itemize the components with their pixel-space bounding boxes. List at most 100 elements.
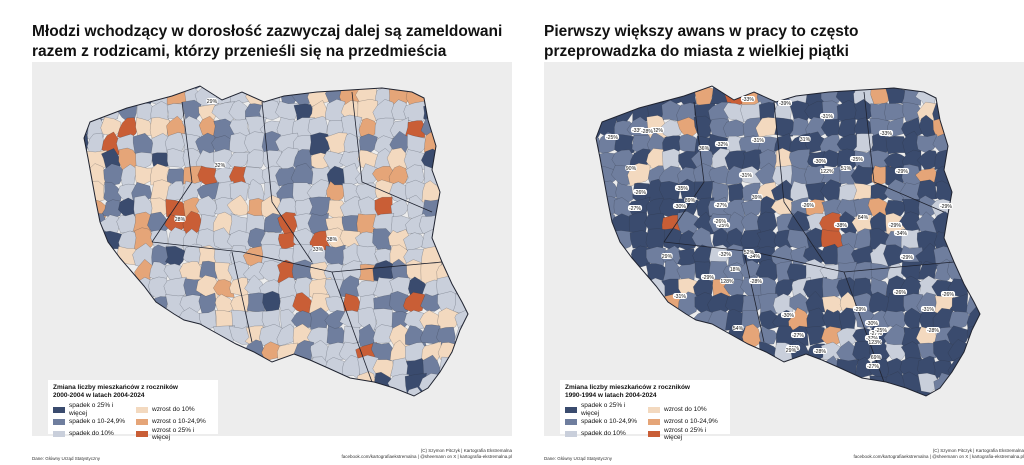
- map-value-label: -34%: [893, 230, 909, 237]
- county-region: [758, 293, 780, 317]
- county-region: [167, 148, 188, 168]
- legend-item: wzrost o 10-24,9%: [136, 418, 213, 426]
- voivodeship-boundary: [743, 251, 765, 343]
- county-region: [723, 119, 746, 138]
- left-legend-title: Zmiana liczby mieszkańców z roczników 20…: [53, 384, 178, 399]
- svg-text:-31%: -31%: [674, 294, 686, 300]
- svg-text:-33%: -33%: [742, 97, 754, 103]
- county-region: [454, 323, 468, 344]
- legend-swatch: [565, 406, 577, 413]
- svg-text:32%: 32%: [215, 163, 226, 169]
- county-region: [259, 99, 281, 120]
- svg-text:-27%: -27%: [870, 331, 882, 337]
- map-value-label: -31%: [819, 113, 835, 120]
- map-value-label: -26%: [712, 218, 728, 225]
- svg-text:-28%: -28%: [814, 349, 826, 355]
- map-value-label: -33%: [878, 130, 894, 137]
- left-county-regions: [84, 86, 468, 396]
- map-value-label: 123%: [867, 339, 883, 346]
- svg-text:-29%: -29%: [889, 223, 901, 229]
- county-region: [339, 275, 360, 298]
- county-region: [949, 311, 971, 329]
- svg-text:38%: 38%: [327, 237, 338, 243]
- legend-swatch: [136, 431, 148, 437]
- svg-text:-31%: -31%: [740, 173, 752, 179]
- voivodeship-boundary: [351, 91, 433, 213]
- map-value-label: 39%: [751, 194, 763, 201]
- svg-text:31%: 31%: [800, 137, 811, 143]
- map-value-label: -25%: [873, 327, 889, 334]
- county-region: [357, 354, 380, 378]
- county-region: [821, 198, 843, 219]
- county-region: [693, 115, 713, 140]
- country-border: [595, 85, 981, 397]
- svg-text:-30%: -30%: [674, 204, 686, 210]
- svg-text:-29%: -29%: [702, 275, 714, 281]
- map-value-label: -39%: [777, 100, 793, 107]
- svg-text:128%: 128%: [720, 279, 734, 285]
- legend-swatch: [136, 406, 148, 413]
- county-region: [421, 341, 442, 363]
- svg-text:-26%: -26%: [634, 190, 646, 196]
- country-border: [83, 85, 469, 397]
- svg-text:33%: 33%: [313, 247, 324, 253]
- county-region: [836, 327, 858, 348]
- county-region: [389, 291, 409, 316]
- left-source: Dane: Główny Urząd Statystyczny: [32, 456, 101, 461]
- county-region: [290, 162, 317, 186]
- legend-item: spadek o 10-24,9%: [53, 418, 130, 426]
- county-region: [243, 261, 267, 280]
- map-value-label: -28%: [748, 278, 764, 285]
- svg-text:-29%: -29%: [896, 169, 908, 175]
- svg-text:-31%: -31%: [752, 138, 764, 144]
- svg-text:-26%: -26%: [894, 290, 906, 296]
- map-value-label: -38%: [833, 222, 849, 229]
- map-value-label: -32%: [717, 251, 733, 258]
- svg-text:-26%: -26%: [714, 219, 726, 225]
- map-value-label: 84%: [857, 214, 869, 221]
- left-title-line2: razem z rodzicami, którzy przenieśli się…: [32, 43, 447, 60]
- voivodeship-boundary: [331, 271, 373, 383]
- svg-text:-27%: -27%: [629, 206, 641, 212]
- svg-text:-35%: -35%: [676, 186, 688, 192]
- county-region: [197, 165, 218, 189]
- svg-text:-26%: -26%: [802, 203, 814, 209]
- legend-item: wzrost do 10%: [648, 402, 725, 417]
- svg-text:29%: 29%: [662, 254, 673, 260]
- county-region: [182, 180, 203, 202]
- county-region: [324, 244, 346, 267]
- right-title-line2: przeprowadzka do miasta z wielkiej piątk…: [544, 43, 849, 60]
- map-value-label: 122%: [819, 168, 835, 175]
- svg-text:84%: 84%: [858, 215, 869, 221]
- svg-text:123%: 123%: [868, 340, 882, 346]
- svg-text:-26%: -26%: [942, 292, 954, 298]
- map-value-label: 128%: [719, 278, 735, 285]
- county-region: [741, 295, 765, 316]
- county-region: [291, 310, 314, 330]
- svg-text:28%: 28%: [175, 217, 186, 223]
- svg-text:-37%: -37%: [866, 336, 878, 342]
- county-region: [372, 228, 393, 251]
- map-value-label: -28%: [812, 348, 828, 355]
- map-value-label: -27%: [790, 332, 806, 339]
- county-region: [437, 307, 462, 333]
- map-value-label: -26%: [800, 202, 816, 209]
- right-legend: Zmiana liczby mieszkańców z roczników 19…: [560, 380, 730, 441]
- map-value-label: -29%: [899, 254, 915, 261]
- map-value-label: -31%: [920, 306, 936, 313]
- county-region: [596, 117, 603, 139]
- county-region: [407, 133, 430, 153]
- county-region: [916, 134, 938, 153]
- svg-text:-32%: -32%: [651, 128, 663, 134]
- county-region: [262, 291, 281, 313]
- county-region: [723, 102, 747, 123]
- left-choropleth-map: 38%33% 32% 28% 29%: [83, 85, 469, 397]
- county-region: [803, 245, 830, 266]
- voivodeship-boundary: [663, 101, 705, 243]
- legend-swatch: [648, 431, 660, 437]
- map-value-label: -30%: [864, 320, 880, 327]
- county-region: [403, 101, 428, 123]
- right-map-panel: Pierwszy większy awans w pracy to często…: [534, 0, 1024, 465]
- svg-text:-30%: -30%: [866, 321, 878, 327]
- county-region: [181, 99, 202, 124]
